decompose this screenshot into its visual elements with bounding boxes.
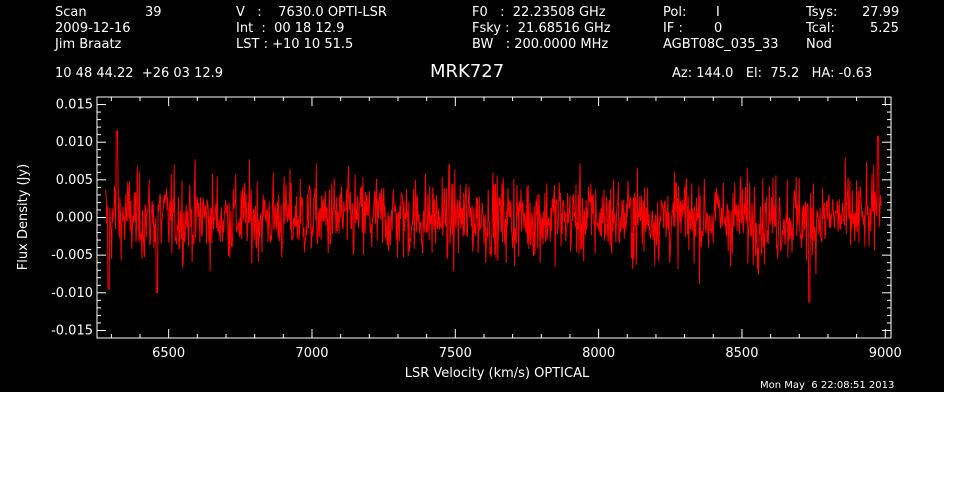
x-tick-label: 7500 [439,346,472,361]
y-tick-label: 0.010 [56,135,93,150]
source-coordinates: 10 48 44.22 +26 03 12.9 [55,66,224,81]
observation-date: 2009-12-16 [55,21,131,36]
integration-line: Int : 00 18 12.9 [236,21,345,36]
y-tick-label: 0.015 [56,98,93,113]
lst-line: LST : +10 10 51.5 [236,37,354,52]
scan-value: 39 [145,5,162,20]
observer-name: Jim Braatz [55,37,122,52]
rest-frequency-line: F0 : 22.23508 GHz [472,5,606,20]
x-tick-label: 9000 [869,346,902,361]
scan-label: Scan [55,5,87,20]
velocity-line: V : 7630.0 OPTI-LSR [236,5,387,20]
y-tick-label: -0.010 [51,286,93,301]
tsys-label: Tsys: [806,5,838,20]
y-tick-label: -0.005 [51,248,93,263]
pol-label: Pol: [663,5,687,20]
y-axis-label: Flux Density (Jy) [16,164,31,270]
object-name: MRK727 [430,61,505,82]
bandwidth-line: BW : 200.0000 MHz [472,37,609,52]
y-tick-label: -0.015 [51,323,93,338]
pol-value: I [716,5,720,20]
pointing-info: Az: 144.0 El: 75.2 HA: -0.63 [672,66,873,81]
x-axis-label: LSR Velocity (km/s) OPTICAL [405,366,590,381]
spectrum-panel: Scan 39 2009-12-16 Jim Braatz 10 48 44.2… [0,0,944,392]
tcal-label: Tcal: [806,21,835,36]
x-tick-label: 7000 [295,346,328,361]
tcal-value: 5.25 [870,21,899,36]
sky-frequency-line: Fsky : 21.68516 GHz [472,21,611,36]
if-label: IF : [663,21,683,36]
if-value: 0 [714,21,723,36]
project-id: AGBT08C_035_33 [663,37,779,52]
y-tick-label: 0.000 [56,211,93,226]
switching-mode: Nod [806,37,832,52]
tsys-value: 27.99 [862,5,900,20]
x-tick-label: 6500 [152,346,185,361]
y-tick-label: 0.005 [56,173,93,188]
x-tick-label: 8000 [582,346,615,361]
spectrum-series-line [105,130,882,303]
timestamp: Mon May 6 22:08:51 2013 [760,380,895,391]
spectrum-chart: 6500 7000 7500 8000 8500 9000 -0.015 -0.010 -0.0… [16,96,902,381]
x-tick-label: 8500 [725,346,758,361]
